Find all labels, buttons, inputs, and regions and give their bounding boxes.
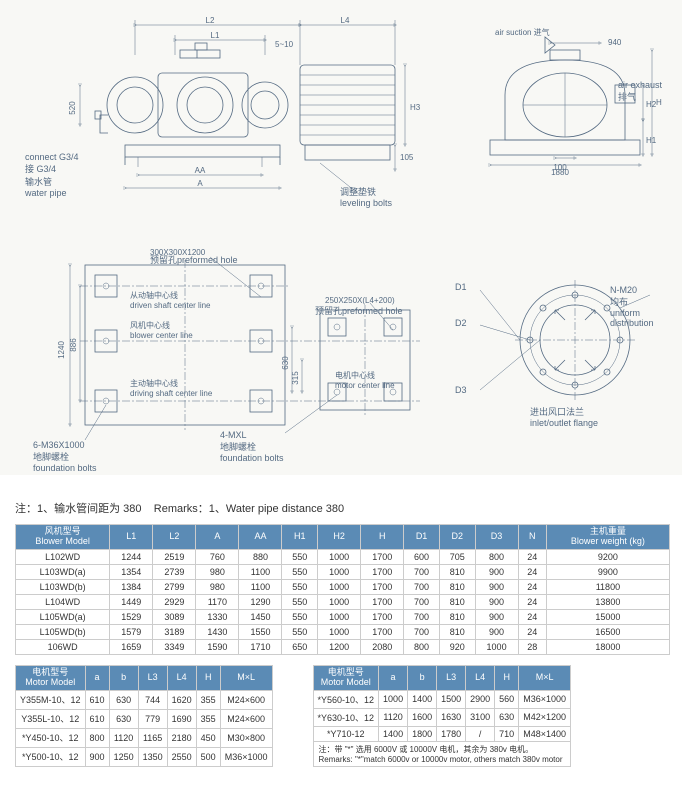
- label-driven: 从动轴中心线driven shaft center line: [130, 290, 211, 310]
- dim-940: 940: [608, 38, 622, 47]
- motor-table-right: 电机型号Motor ModelabL3L4HM×L *Y560-10、12100…: [313, 665, 572, 767]
- col-header: L1: [110, 525, 153, 550]
- dim-105: 105: [400, 153, 414, 162]
- label-motor-cl: 电机中心线motor center line: [335, 370, 395, 390]
- label-D2: D2: [455, 318, 467, 328]
- table-row: *Y500-10、12900125013502550500M36×1000: [16, 747, 273, 766]
- col-header: N: [518, 525, 546, 550]
- col-header: D1: [404, 525, 440, 550]
- dim-1240: 1240: [57, 341, 66, 359]
- dim-886: 886: [69, 338, 78, 352]
- label-flange: 进出风口法兰 inlet/outlet flange: [530, 405, 598, 428]
- col-header: AA: [239, 525, 282, 550]
- dim-315: 315: [291, 371, 300, 385]
- col-header: M×L: [519, 665, 571, 690]
- col-header: L2: [153, 525, 196, 550]
- diagram-panel: L2 L4 L1 5~10: [0, 0, 682, 475]
- dim-L1: L1: [211, 31, 220, 40]
- col-header: H1: [282, 525, 318, 550]
- col-header: 电机型号Motor Model: [313, 665, 379, 690]
- table-row: Y355M-10、126106307441620355M24×600: [16, 690, 273, 709]
- dim-L2: L2: [206, 16, 215, 25]
- col-header: b: [408, 665, 437, 690]
- table-row: 106WD16593349159017106501200208080092010…: [16, 639, 670, 654]
- label-exhaust: air exhaust 排气: [618, 80, 662, 103]
- table-row: L102WD1244251976088055010001700600705800…: [16, 549, 670, 564]
- col-header: L3: [138, 665, 167, 690]
- table-row: *Y450-10、12800112011652180450M30×800: [16, 728, 273, 747]
- table-row: *Y710-12140018001780/710M48×1400: [313, 726, 571, 741]
- table-row: L103WD(a)1354273998011005501000170070081…: [16, 564, 670, 579]
- dim-gap: 5~10: [275, 40, 294, 49]
- motor-table-left: 电机型号Motor ModelabL3L4HM×L Y355M-10、12610…: [15, 665, 273, 767]
- dim-A: A: [197, 179, 203, 188]
- foundation-plan: 1240 886 630 315 300X300X1200 250X250X(L…: [30, 235, 430, 460]
- col-header: L4: [466, 665, 495, 690]
- col-header: L4: [167, 665, 196, 690]
- col-header: H: [196, 665, 220, 690]
- label-preformed-1: 预留孔preformed hole: [150, 253, 238, 266]
- label-blower-cl: 风机中心线blower center line: [130, 320, 193, 340]
- col-header: 电机型号Motor Model: [16, 665, 86, 690]
- label-m36: 6-M36X1000 地脚螺栓 foundation bolts: [33, 440, 97, 473]
- label-suction: air suction 进气: [495, 27, 550, 37]
- col-header: a: [379, 665, 408, 690]
- label-D3: D3: [455, 385, 467, 395]
- dim-L4: L4: [341, 16, 350, 25]
- col-header: D2: [439, 525, 475, 550]
- col-header: A: [196, 525, 239, 550]
- col-header: a: [85, 665, 109, 690]
- dim-100: 100: [553, 163, 567, 172]
- label-preformed-2: 预留孔preformed hole: [315, 304, 403, 317]
- col-header: 主机重量Blower weight (kg): [546, 525, 669, 550]
- label-mxl: 4-MXL 地脚螺栓 foundation bolts: [220, 430, 284, 463]
- table-note-row: 注：带 "*" 选用 6000V 或 10000V 电机，其余为 380v 电机…: [313, 741, 571, 766]
- table-row: L103WD(b)1384279998011005501000170070081…: [16, 579, 670, 594]
- col-header: b: [109, 665, 138, 690]
- table-row: *Y560-10、121000140015002900560M36×1000: [313, 690, 571, 708]
- table-row: Y355L-10、126106307791690355M24×600: [16, 709, 273, 728]
- dim-AA: AA: [195, 166, 206, 175]
- label-driving: 主动轴中心线driving shaft center line: [130, 378, 212, 398]
- blower-table: 风机型号Blower ModelL1L2AAAH1H2HD1D2D3N主机重量B…: [15, 524, 670, 655]
- blower-side-view: L2 L4 L1 5~10: [40, 15, 420, 205]
- dim-H3: H3: [410, 103, 420, 112]
- label-leveling: 调整垫铁 leveling bolts: [340, 185, 392, 208]
- dim-520: 520: [68, 101, 77, 115]
- col-header: 风机型号Blower Model: [16, 525, 110, 550]
- blower-end-view: air suction 进气 940 1880 100 H H1 H2: [460, 25, 670, 185]
- table-row: L105WD(b)1579318914301550550100017007008…: [16, 624, 670, 639]
- remarks-line: 注：1、输水管间距为 380 Remarks：1、Water pipe dist…: [15, 500, 682, 516]
- dim-630: 630: [281, 356, 290, 370]
- col-header: H: [361, 525, 404, 550]
- table-row: L104WD1449292911701290550100017007008109…: [16, 594, 670, 609]
- dim-H1: H1: [646, 136, 657, 145]
- label-NM20: N-M20 均布 uniform distribution: [610, 285, 682, 328]
- col-header: M×L: [220, 665, 272, 690]
- col-header: H2: [318, 525, 361, 550]
- label-connect: connect G3/4 接 G3/4 输水管 water pipe: [25, 152, 79, 198]
- col-header: H: [495, 665, 519, 690]
- table-row: L105WD(a)1529308913301450550100017007008…: [16, 609, 670, 624]
- table-row: *Y630-10、121120160016303100630M42×1200: [313, 708, 571, 726]
- col-header: D3: [475, 525, 518, 550]
- label-D1: D1: [455, 282, 467, 292]
- col-header: L3: [437, 665, 466, 690]
